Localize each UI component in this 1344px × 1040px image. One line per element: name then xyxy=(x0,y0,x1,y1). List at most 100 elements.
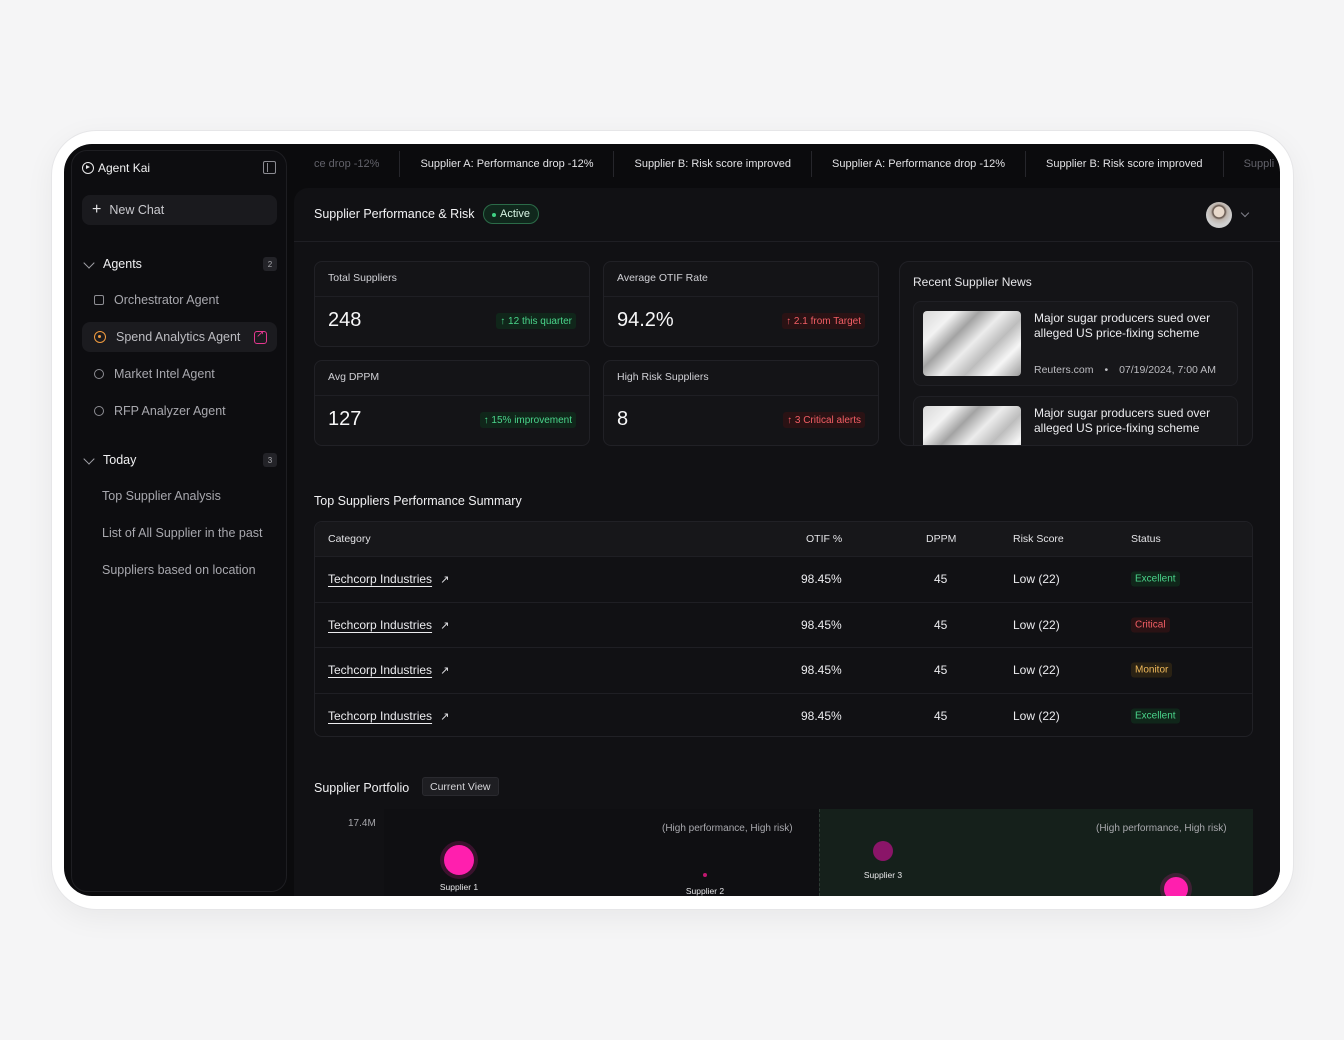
status-badge: Critical xyxy=(1131,617,1170,633)
table-row: Techcorp Industries ↗ 98.45% 45 Low (22) … xyxy=(315,692,1252,737)
new-chat-label: New Chat xyxy=(109,203,165,217)
agent-label: Orchestrator Agent xyxy=(114,293,219,307)
y-tick-label: 17.4M xyxy=(348,818,376,829)
kpi-label: Average OTIF Rate xyxy=(617,272,708,284)
kpi-value: 248 xyxy=(328,309,362,331)
collapse-sidebar-icon[interactable] xyxy=(263,161,276,174)
agents-count-badge: 2 xyxy=(263,257,277,271)
new-chat-button[interactable]: + New Chat xyxy=(82,195,277,225)
portfolio-heading: Supplier Portfolio xyxy=(314,781,410,795)
news-title: Major sugar producers sued over alleged … xyxy=(1034,311,1211,340)
kpi-card-high-risk: High Risk Suppliers 8 ↑ 3 Critical alert… xyxy=(603,360,879,446)
history-item[interactable]: List of All Supplier in the past xyxy=(102,526,263,540)
column-header: Risk Score xyxy=(1013,533,1064,545)
supplier-link-cell[interactable]: Techcorp Industries ↗ xyxy=(328,709,449,723)
arrow-up-right-icon: ↗ xyxy=(440,619,450,632)
scatter-point[interactable] xyxy=(703,873,707,877)
sidebar-item-rfp-analyzer-agent[interactable]: RFP Analyzer Agent xyxy=(82,396,277,426)
ticker-item: ce drop -12% xyxy=(294,151,401,177)
status-badge: Excellent xyxy=(1131,571,1180,587)
ticker-item: Supplier A: Performance drop -12% xyxy=(812,151,1027,177)
table-header: Category OTIF % DPPM Risk Score Status xyxy=(315,522,1252,556)
chevron-down-icon xyxy=(83,256,95,269)
today-section-label: Today xyxy=(103,453,137,467)
agents-section-toggle[interactable]: Agents 2 xyxy=(82,256,277,271)
otif-cell: 98.45% xyxy=(801,708,842,723)
scatter-point-label: Supplier 1 xyxy=(439,882,479,892)
scatter-point[interactable] xyxy=(873,841,893,861)
today-section-toggle[interactable]: Today 3 xyxy=(82,452,277,467)
status-badge: Monitor xyxy=(1131,662,1173,678)
table-row: Techcorp Industries ↗ 98.45% 45 Low (22) … xyxy=(315,647,1252,693)
supplier-link[interactable]: Techcorp Industries xyxy=(328,708,433,723)
sidebar-item-market-intel-agent[interactable]: Market Intel Agent xyxy=(82,359,277,389)
table-row: Techcorp Industries ↗ 98.45% 45 Low (22) … xyxy=(315,556,1252,602)
agent-label: Market Intel Agent xyxy=(114,367,215,381)
current-view-button[interactable]: Current View xyxy=(422,777,499,796)
news-thumbnail xyxy=(923,406,1021,445)
risk-cell: Low (22) xyxy=(1013,617,1060,632)
supplier-link-cell[interactable]: Techcorp Industries ↗ xyxy=(328,572,449,586)
kpi-label: Avg DPPM xyxy=(328,371,380,383)
history-item[interactable]: Top Supplier Analysis xyxy=(102,489,221,503)
kpi-delta: ↑ 3 Critical alerts xyxy=(783,412,865,428)
kpi-value: 8 xyxy=(617,408,629,430)
history-item[interactable]: Suppliers based on location xyxy=(102,563,256,577)
news-ticker: ce drop -12% Supplier A: Performance dro… xyxy=(294,150,1274,178)
brand-name: Agent Kai xyxy=(98,161,151,175)
portfolio-chart: 17.4M (High performance, High risk) (Hig… xyxy=(314,809,1253,896)
news-date: 07/19/2024, 7:00 AM xyxy=(1119,364,1216,376)
risk-cell: Low (22) xyxy=(1013,572,1060,587)
page-title: Supplier Performance & Risk xyxy=(314,207,475,221)
scatter-point[interactable] xyxy=(444,845,474,875)
otif-cell: 98.45% xyxy=(801,617,842,632)
kpi-value: 94.2% xyxy=(617,309,674,331)
kpi-card-avg-dppm: Avg DPPM 127 ↑ 15% improvement xyxy=(314,360,590,446)
column-header: OTIF % xyxy=(806,533,843,545)
divider xyxy=(315,395,589,396)
globe-icon xyxy=(94,369,104,379)
open-external-icon[interactable] xyxy=(254,329,267,344)
brand: Agent Kai xyxy=(82,161,150,175)
news-source: Reuters.com xyxy=(1034,364,1094,376)
dppm-cell: 45 xyxy=(934,572,948,587)
news-panel: Recent Supplier News Major sugar produce… xyxy=(899,261,1253,446)
supplier-link[interactable]: Techcorp Industries xyxy=(328,663,433,678)
scatter-point-label: Supplier 2 xyxy=(685,886,725,896)
arrow-up-right-icon: ↗ xyxy=(440,574,450,587)
sidebar-item-spend-analytics-agent[interactable]: Spend Analytics Agent xyxy=(82,322,277,352)
column-header: Status xyxy=(1131,533,1161,545)
supplier-link[interactable]: Techcorp Industries xyxy=(328,617,433,632)
news-heading: Recent Supplier News xyxy=(913,275,1032,289)
sidebar-item-orchestrator-agent[interactable]: Orchestrator Agent xyxy=(82,285,277,315)
column-header: DPPM xyxy=(926,533,957,545)
news-title: Major sugar producers sued over alleged … xyxy=(1034,406,1211,435)
supplier-link-cell[interactable]: Techcorp Industries ↗ xyxy=(328,663,449,677)
news-meta: Reuters.com • 07/19/2024, 7:00 AM xyxy=(1034,364,1216,376)
kpi-label: Total Suppliers xyxy=(328,272,397,284)
news-item[interactable]: Major sugar producers sued over alleged … xyxy=(913,396,1238,445)
otif-cell: 98.45% xyxy=(801,572,842,587)
status-badge: Active xyxy=(483,204,539,224)
kpi-label: High Risk Suppliers xyxy=(617,371,709,383)
ticker-item: Supplier B: Risk score improved xyxy=(1026,151,1224,177)
kpi-delta: ↑ 12 this quarter xyxy=(496,313,576,329)
main-panel: Supplier Performance & Risk Active Total… xyxy=(294,188,1280,896)
table-row: Techcorp Industries ↗ 98.45% 45 Low (22) … xyxy=(315,601,1252,648)
kpi-value: 127 xyxy=(328,408,362,430)
avatar[interactable] xyxy=(1206,202,1232,228)
supplier-link[interactable]: Techcorp Industries xyxy=(328,572,433,587)
suppliers-table: Category OTIF % DPPM Risk Score Status T… xyxy=(314,521,1253,737)
news-item[interactable]: Major sugar producers sued over alleged … xyxy=(913,301,1238,386)
scatter-point[interactable] xyxy=(1164,877,1188,896)
coin-icon xyxy=(94,331,106,343)
chevron-down-icon[interactable] xyxy=(1240,208,1250,218)
quadrant-label: (High performance, High risk) xyxy=(662,823,793,834)
dppm-cell: 45 xyxy=(934,708,948,723)
kpi-delta: ↑ 15% improvement xyxy=(479,412,576,428)
arrow-up-right-icon: ↗ xyxy=(440,710,450,723)
supplier-link-cell[interactable]: Techcorp Industries ↗ xyxy=(328,618,449,632)
flow-icon xyxy=(94,295,104,305)
kpi-card-total-suppliers: Total Suppliers 248 ↑ 12 this quarter xyxy=(314,261,590,347)
plus-icon: + xyxy=(92,201,102,218)
